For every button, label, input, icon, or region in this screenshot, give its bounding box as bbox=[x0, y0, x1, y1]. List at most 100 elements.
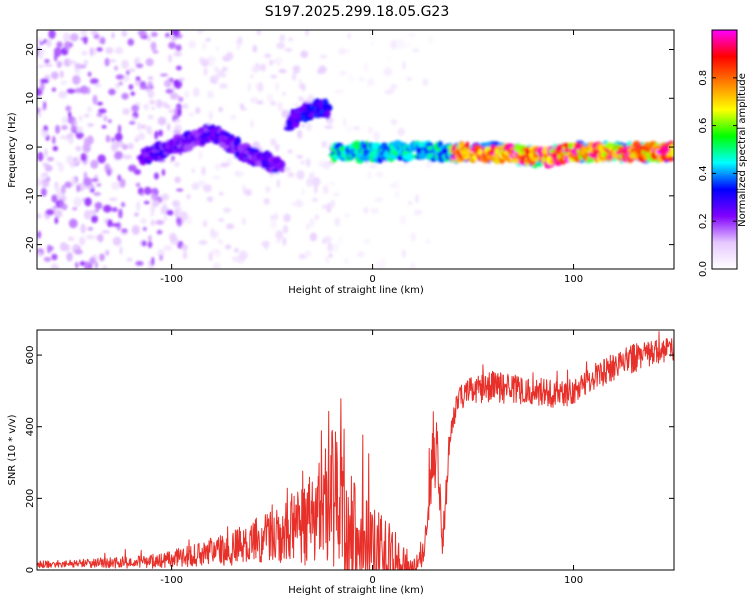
spectrogram-blob bbox=[197, 30, 204, 34]
spectrogram-blob bbox=[123, 154, 133, 160]
spectrogram-blob bbox=[128, 164, 137, 172]
spectrogram-blob bbox=[229, 114, 237, 120]
spectrogram-blob bbox=[287, 149, 293, 154]
spectrogram-blob bbox=[80, 153, 88, 162]
spectrogram-blob bbox=[188, 40, 197, 49]
spectrogram-blob bbox=[128, 68, 136, 73]
spectrogram-blob bbox=[118, 81, 123, 86]
spectrogram-blob bbox=[334, 89, 344, 94]
spectrogram-blob bbox=[161, 168, 166, 176]
spectrogram-blob bbox=[58, 90, 68, 99]
spectrogram-blob bbox=[225, 244, 232, 250]
spectrogram-blob bbox=[147, 89, 155, 99]
spectrogram-blob bbox=[323, 235, 332, 245]
spectrogram-blob bbox=[198, 240, 208, 246]
spectrogram-blob bbox=[165, 88, 174, 94]
spectrogram-blob bbox=[363, 207, 369, 214]
spectrogram-blob bbox=[147, 240, 153, 249]
spectrogram-blob bbox=[202, 220, 208, 228]
spectrogram-blob bbox=[298, 78, 302, 87]
spectrogram-blob bbox=[115, 82, 121, 89]
spectrogram-blob bbox=[143, 103, 149, 111]
spectrogram-blob bbox=[112, 236, 122, 246]
spectrogram-blob bbox=[194, 107, 201, 115]
colorbar-gradient bbox=[712, 30, 737, 269]
spectrogram-blob bbox=[51, 87, 57, 92]
spectrogram-blob bbox=[401, 60, 406, 70]
spectrogram-blob bbox=[72, 74, 81, 85]
spectrogram-blob bbox=[135, 261, 144, 266]
spectrogram-blob bbox=[324, 255, 331, 264]
spectrogram-blob bbox=[60, 80, 67, 85]
spectrogram-blob bbox=[369, 164, 378, 169]
spectrogram-blob bbox=[75, 145, 82, 152]
spectrogram-blob bbox=[46, 38, 52, 48]
spectrogram-blob bbox=[178, 77, 185, 82]
spectrogram-blob bbox=[291, 72, 297, 81]
spectrogram-blob bbox=[373, 131, 380, 141]
spectrogram-blob bbox=[176, 188, 184, 192]
spectrogram-blob bbox=[61, 115, 68, 125]
spectrogram-blob bbox=[119, 246, 123, 255]
spectrogram-blob bbox=[231, 256, 241, 262]
spectrogram-blob bbox=[121, 92, 129, 100]
spectrogram-blob bbox=[63, 32, 71, 43]
spectrogram-blob bbox=[50, 266, 60, 269]
spectrogram-blob bbox=[272, 59, 276, 63]
snr-x-tick-label: -100 bbox=[160, 575, 183, 586]
spectrogram-y-tick-label: -10 bbox=[25, 188, 36, 204]
spectrogram-blob bbox=[138, 30, 147, 37]
spectrogram-blob bbox=[192, 87, 200, 98]
spectrogram-blob bbox=[94, 202, 103, 210]
spectrogram-ridge-blob bbox=[464, 141, 470, 150]
spectrogram-blob bbox=[356, 251, 365, 258]
spectrogram-blob bbox=[405, 42, 411, 49]
spectrogram-blob bbox=[104, 57, 110, 67]
spectrogram-blob bbox=[202, 41, 206, 51]
spectrogram-blob bbox=[121, 59, 129, 70]
spectrogram-blob bbox=[66, 88, 76, 94]
spectrogram-blob bbox=[142, 226, 148, 232]
spectrogram-blob bbox=[344, 213, 350, 218]
spectrogram-blob bbox=[114, 132, 123, 142]
spectrogram-blob bbox=[67, 111, 72, 119]
spectrogram-blob bbox=[305, 30, 309, 37]
spectrogram-blob bbox=[121, 228, 128, 233]
spectrogram-blob bbox=[150, 31, 158, 38]
spectrogram-blob bbox=[126, 257, 133, 262]
spectrogram-blob bbox=[155, 219, 165, 225]
spectrogram-blob bbox=[252, 44, 258, 53]
spectrogram-blob bbox=[174, 119, 181, 124]
spectrogram-blob bbox=[74, 119, 78, 128]
spectrogram-blob bbox=[207, 90, 214, 99]
spectrogram-blob bbox=[52, 145, 59, 152]
spectrogram-blob bbox=[80, 85, 89, 94]
spectrogram-blob bbox=[250, 119, 254, 129]
spectrogram-blob bbox=[394, 190, 400, 199]
spectrogram-ridge-blob bbox=[322, 103, 333, 112]
spectrogram-blob bbox=[164, 104, 171, 109]
spectrogram-blob bbox=[40, 78, 49, 84]
spectrogram-blob bbox=[145, 58, 154, 67]
spectrogram-blob bbox=[352, 126, 361, 131]
spectrogram-blob bbox=[83, 113, 90, 118]
spectrogram-blob bbox=[343, 258, 349, 265]
spectrogram-blob bbox=[168, 41, 176, 50]
spectrogram-blob bbox=[149, 99, 156, 105]
spectrogram-blob bbox=[374, 197, 384, 203]
spectrogram-blob bbox=[278, 68, 287, 74]
spectrogram-blob bbox=[89, 47, 94, 57]
spectrogram-blob bbox=[79, 261, 86, 266]
spectrogram-blob bbox=[324, 125, 334, 129]
spectrogram-blob bbox=[241, 217, 246, 225]
spectrogram-blob bbox=[138, 132, 145, 141]
spectrogram-blob bbox=[141, 240, 147, 247]
spectrogram-blob bbox=[269, 100, 277, 106]
spectrogram-blob bbox=[172, 130, 182, 134]
spectrogram-blob bbox=[279, 34, 286, 43]
spectrogram-blob bbox=[191, 167, 196, 174]
spectrogram-blob bbox=[37, 151, 44, 162]
colorbar-tick-label: 0.4 bbox=[698, 165, 709, 181]
spectrogram-blob bbox=[169, 232, 177, 242]
